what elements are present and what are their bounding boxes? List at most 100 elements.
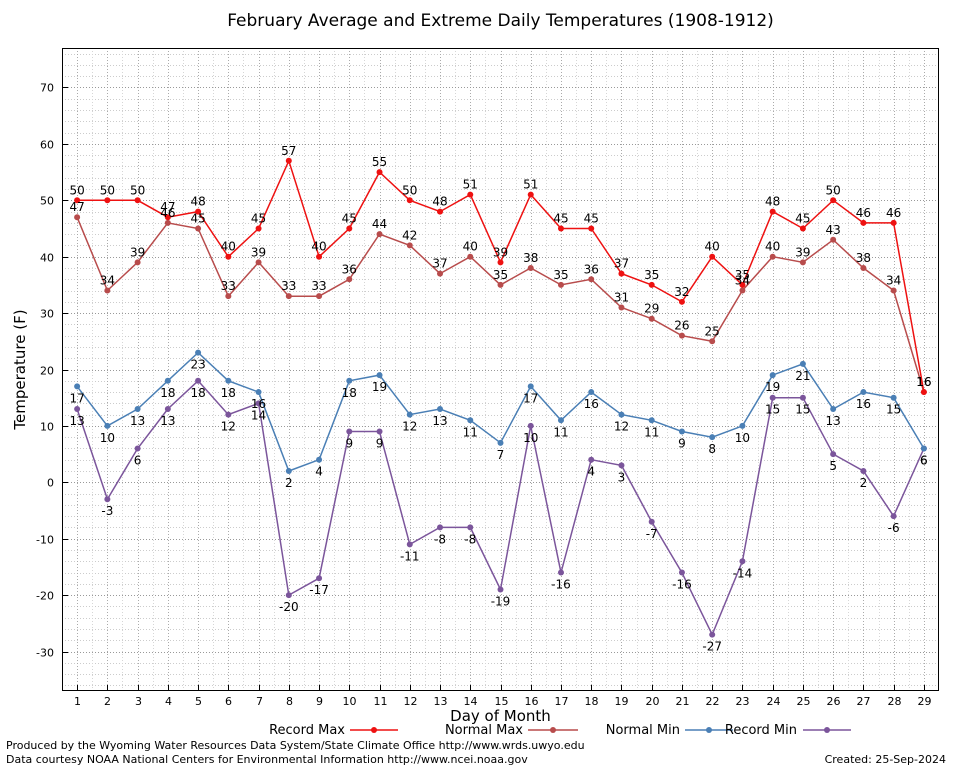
legend-item-record-min: Record Min (725, 723, 851, 738)
data-point (678, 298, 685, 305)
data-label: 13 (826, 414, 841, 428)
data-label: 23 (190, 358, 205, 372)
data-point (406, 242, 413, 249)
data-label: 10 (100, 431, 115, 445)
x-tick-label: 4 (165, 695, 172, 708)
y-tick-label: 20 (40, 365, 54, 378)
data-label: 16 (856, 397, 871, 411)
data-point (799, 259, 806, 266)
data-label: -16 (551, 578, 571, 592)
data-label: 34 (100, 274, 115, 288)
data-point (225, 377, 232, 384)
data-point (497, 259, 504, 266)
legend-item-normal-max: Normal Max (445, 723, 578, 738)
data-point (588, 389, 595, 396)
x-tick-label: 13 (434, 695, 448, 708)
data-label: 50 (100, 183, 115, 197)
x-tick-label: 24 (767, 695, 781, 708)
legend-label: Normal Max (445, 723, 523, 738)
data-label: 39 (130, 245, 145, 259)
data-point (709, 631, 716, 638)
data-label: 15 (886, 403, 901, 417)
data-label: 57 (281, 144, 296, 158)
data-label: 39 (795, 245, 810, 259)
x-tick-label: 11 (374, 695, 388, 708)
legend-item-normal-min: Normal Min (606, 723, 733, 738)
x-tick-label: 18 (585, 695, 599, 708)
data-point (376, 428, 383, 435)
data-label: -8 (464, 532, 476, 546)
data-point (467, 191, 474, 198)
data-point (134, 405, 141, 412)
y-tick-label: 60 (40, 139, 54, 152)
data-point (678, 428, 685, 435)
data-label: -8 (434, 532, 446, 546)
data-point (195, 225, 202, 232)
y-tick-label: 50 (40, 195, 54, 208)
data-label: 18 (342, 386, 357, 400)
data-point (104, 422, 111, 429)
x-tick-label: 22 (706, 695, 720, 708)
data-point (557, 569, 564, 576)
data-point (406, 411, 413, 418)
x-tick-label: 14 (464, 695, 478, 708)
data-label: 2 (285, 476, 293, 490)
x-tick-label: 3 (135, 695, 142, 708)
data-point (527, 264, 534, 271)
data-point (678, 332, 685, 339)
data-label: 55 (372, 155, 387, 169)
x-tick-label: 1 (74, 695, 81, 708)
data-point (225, 253, 232, 260)
data-label: 12 (402, 420, 417, 434)
data-point (164, 405, 171, 412)
data-point (497, 439, 504, 446)
legend-marker (550, 727, 556, 733)
data-point (467, 253, 474, 260)
data-point (890, 287, 897, 294)
data-point (255, 389, 262, 396)
data-label: -27 (702, 640, 722, 654)
data-label: 33 (221, 279, 236, 293)
data-point (74, 214, 81, 221)
data-point (376, 169, 383, 176)
data-point (890, 513, 897, 520)
data-point (285, 592, 292, 599)
data-label: 11 (463, 425, 478, 439)
data-label: 13 (69, 414, 84, 428)
data-label: -17 (309, 583, 329, 597)
x-axis-label: Day of Month (450, 707, 551, 725)
data-label: 34 (735, 274, 750, 288)
data-label: 40 (705, 240, 720, 254)
data-label: 45 (584, 211, 599, 225)
data-point (648, 518, 655, 525)
data-point (225, 411, 232, 418)
data-point (618, 270, 625, 277)
data-point (648, 281, 655, 288)
data-label: 6 (920, 453, 928, 467)
data-label: 18 (190, 386, 205, 400)
y-tick-label: 10 (40, 421, 54, 434)
legend-marker (371, 727, 377, 733)
y-tick-label: 40 (40, 252, 54, 265)
data-label: 46 (856, 206, 871, 220)
data-label: 40 (463, 240, 478, 254)
y-tick-label: -10 (36, 534, 54, 547)
y-tick-label: 30 (40, 308, 54, 321)
data-point (134, 259, 141, 266)
data-point (406, 541, 413, 548)
data-label: 48 (190, 195, 205, 209)
data-point (225, 293, 232, 300)
data-point (769, 208, 776, 215)
data-label: 44 (372, 217, 387, 231)
data-label: 13 (130, 414, 145, 428)
data-point (799, 225, 806, 232)
data-label: -19 (491, 594, 511, 608)
data-point (497, 586, 504, 593)
data-label: -20 (279, 600, 299, 614)
data-label: 16 (916, 375, 931, 389)
data-point (920, 445, 927, 452)
data-point (437, 208, 444, 215)
data-label: 50 (402, 183, 417, 197)
data-point (346, 377, 353, 384)
